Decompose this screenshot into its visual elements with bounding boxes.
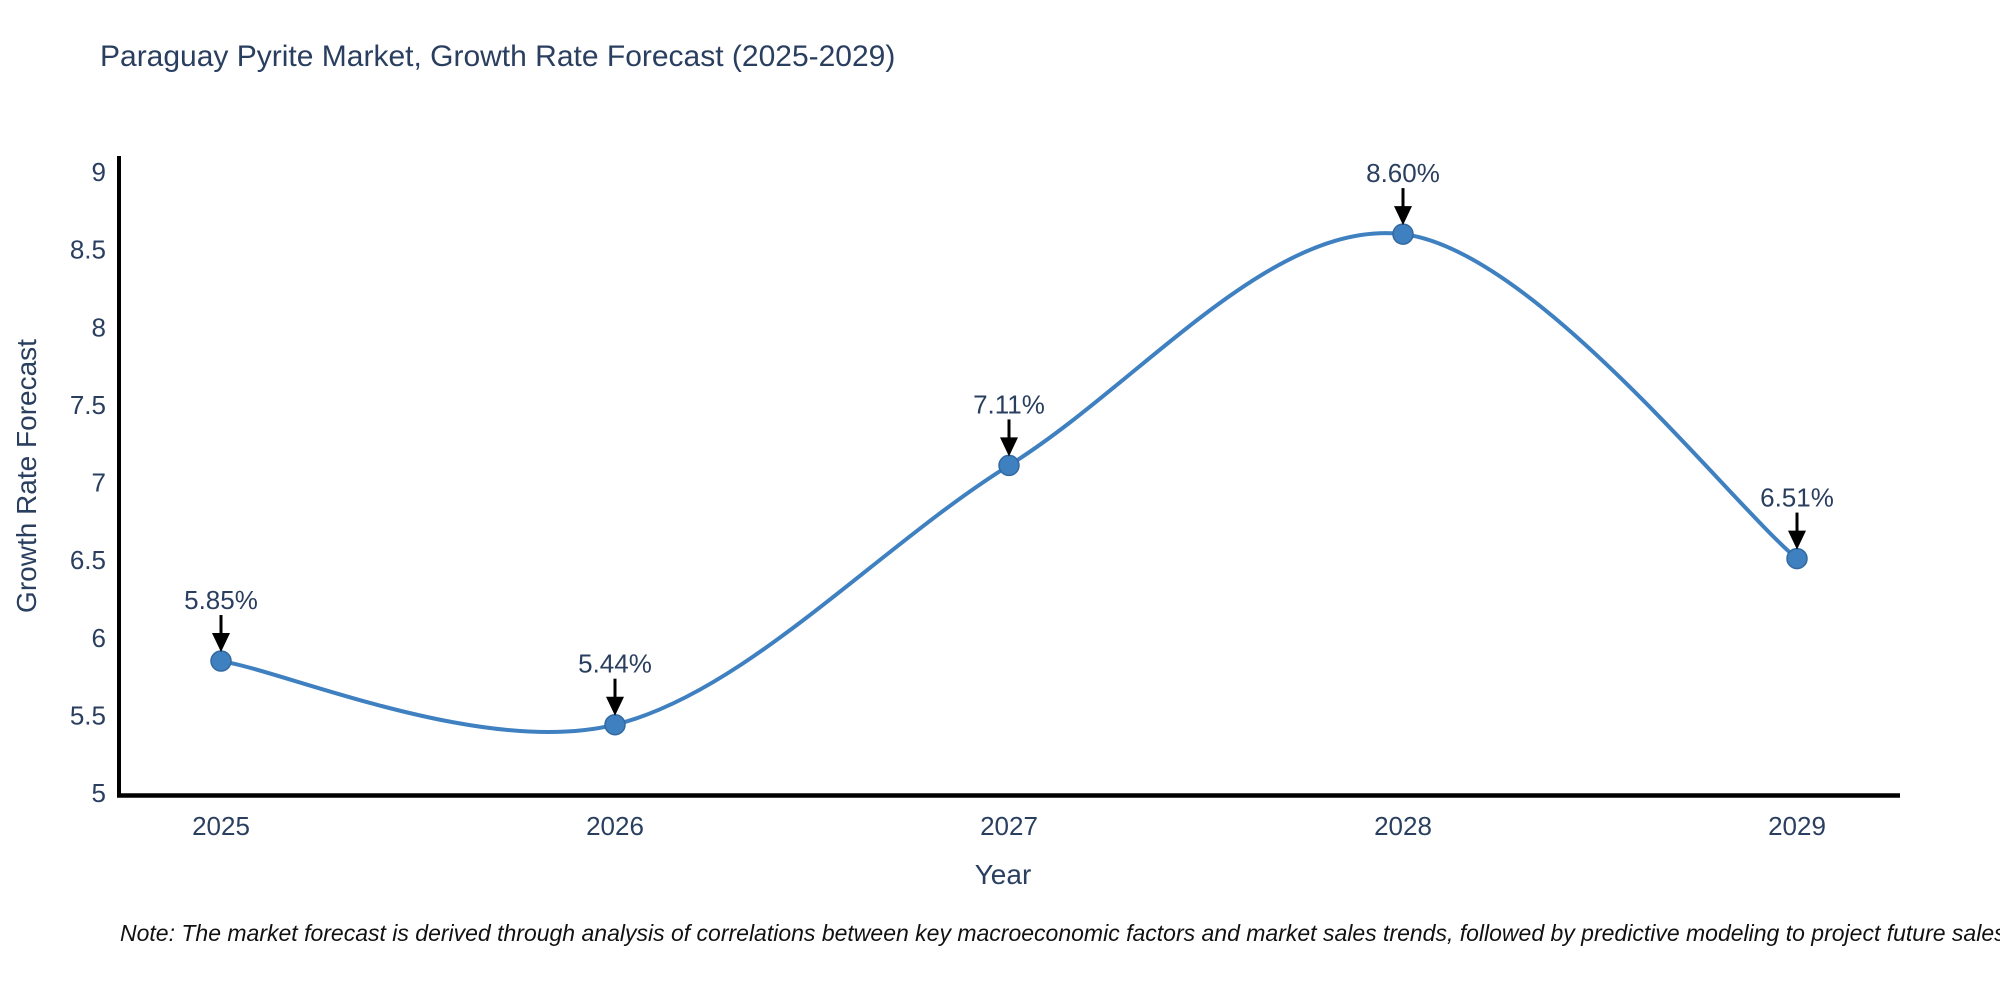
annotation-arrowhead-icon <box>1394 206 1412 226</box>
data-point-marker <box>998 454 1020 477</box>
series-line <box>219 231 1799 734</box>
y-tick-label: 7.5 <box>70 390 106 420</box>
x-tick-label: 2025 <box>192 811 250 841</box>
point-annotation-label: 8.60% <box>1366 158 1440 188</box>
y-tick-label: 5 <box>92 778 106 808</box>
y-tick-label: 6.5 <box>70 545 106 575</box>
annotation-arrowhead-icon <box>606 696 624 716</box>
y-tick-label: 5.5 <box>70 700 106 730</box>
footnote: Note: The market forecast is derived thr… <box>120 920 2000 946</box>
annotation-arrowhead-icon <box>212 633 230 653</box>
chart-title: Paraguay Pyrite Market, Growth Rate Fore… <box>100 40 896 73</box>
data-point-marker <box>604 713 626 736</box>
data-point-marker <box>1392 223 1414 245</box>
y-tick-label: 9 <box>92 157 106 187</box>
point-annotation-label: 6.51% <box>1760 483 1834 513</box>
y-tick-label: 6 <box>92 623 106 653</box>
plot-dynamic-layer: 5 5.5 6 6.5 7 7.5 8 8.5 9 2025 2026 2027 2028 2029 5.8… <box>70 157 1834 841</box>
point-annotation-label: 5.85% <box>184 585 258 615</box>
annotation-arrowhead-icon <box>1000 437 1018 457</box>
y-tick-label: 8.5 <box>70 235 106 265</box>
x-axis-title: Year <box>975 859 1032 890</box>
x-tick-label: 2027 <box>980 811 1038 841</box>
y-tick-label: 7 <box>92 468 106 498</box>
y-axis-title: Growth Rate Forecast <box>11 339 42 613</box>
annotation-arrowhead-icon <box>1788 530 1806 550</box>
data-point-marker <box>210 650 232 672</box>
point-annotation-label: 7.11% <box>973 389 1045 419</box>
point-annotation-label: 5.44% <box>578 649 652 679</box>
x-tick-label: 2028 <box>1374 811 1432 841</box>
data-point-marker <box>1786 547 1808 570</box>
y-tick-label: 8 <box>92 312 106 342</box>
x-tick-label: 2029 <box>1768 811 1826 841</box>
x-tick-label: 2026 <box>586 811 644 841</box>
